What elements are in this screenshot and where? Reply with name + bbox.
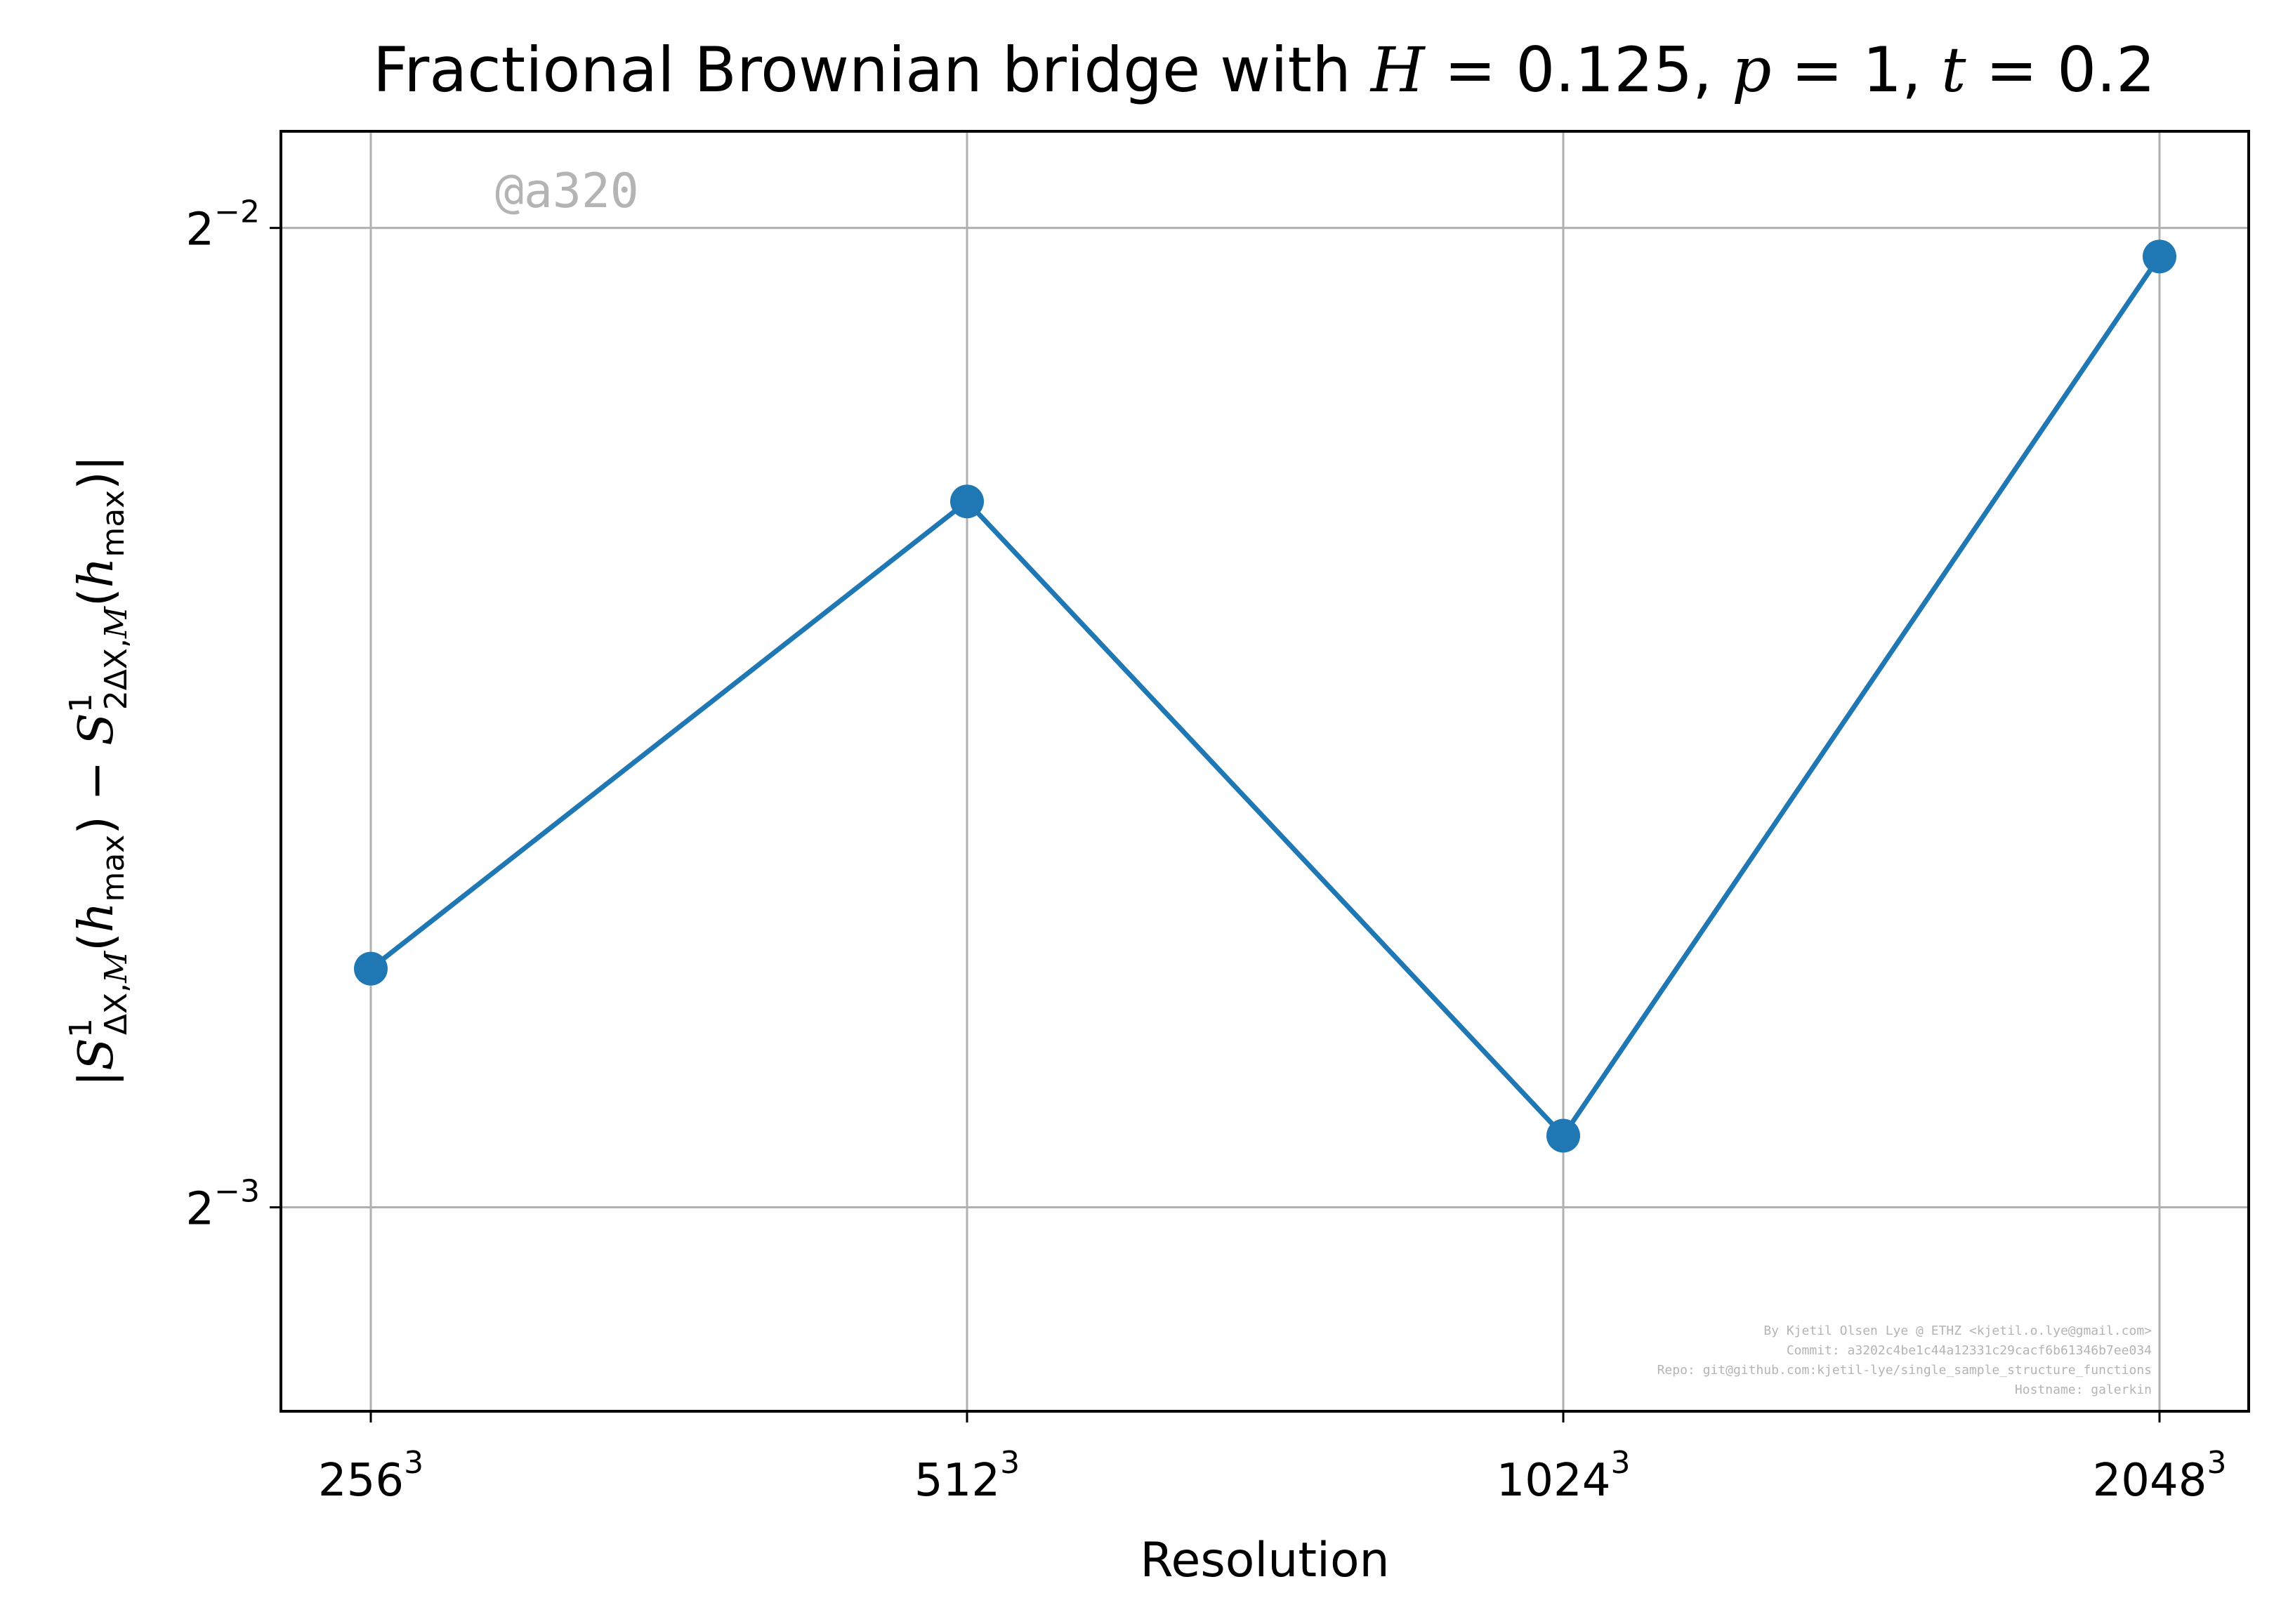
tick-layer: 2563 5123 10243 20483 2−2 2−3	[185, 194, 2226, 1507]
data-point	[1546, 1118, 1580, 1153]
credit-line-4: Hostname: galerkin	[2015, 1382, 2152, 1397]
svg-text:|S1ΔX,M(hmax) − S12ΔX,M(hmax)|: |S1ΔX,M(hmax) − S12ΔX,M(hmax)|	[63, 455, 134, 1086]
x-tick-label: 20483	[2093, 1445, 2227, 1507]
credit-line-3: Repo: git@github.com:kjetil-lye/single_s…	[1657, 1363, 2152, 1378]
credit-line-2: Commit: a3202c4be1c44a12331c29cacf6b6134…	[1787, 1343, 2152, 1358]
series-line	[369, 255, 2162, 1139]
line-layer	[369, 255, 2162, 1139]
x-tick-label: 10243	[1497, 1445, 1631, 1507]
y-tick-label: 2−3	[185, 1174, 260, 1236]
x-tick-label: 5123	[914, 1445, 1020, 1507]
data-point	[354, 951, 388, 986]
chart-title: Fractional Brownian bridge with H = 0.12…	[373, 34, 2155, 106]
marker-layer	[354, 239, 2176, 1153]
x-tick-label: 2563	[318, 1445, 423, 1507]
y-tick-label: 2−2	[185, 194, 260, 256]
data-point	[950, 484, 984, 519]
plot-frame	[280, 130, 2250, 1413]
credits-block: By Kjetil Olsen Lye @ ETHZ <kjetil.o.lye…	[1657, 1323, 2152, 1397]
watermark-text: @a320	[495, 164, 639, 219]
credit-line-1: By Kjetil Olsen Lye @ ETHZ <kjetil.o.lye…	[1763, 1323, 2152, 1338]
x-axis-label: Resolution	[1140, 1533, 1389, 1588]
y-axis-label: |S1ΔX,M(hmax) − S12ΔX,M(hmax)|	[63, 455, 134, 1086]
grid-layer	[281, 131, 2249, 1411]
data-point	[2143, 239, 2176, 274]
